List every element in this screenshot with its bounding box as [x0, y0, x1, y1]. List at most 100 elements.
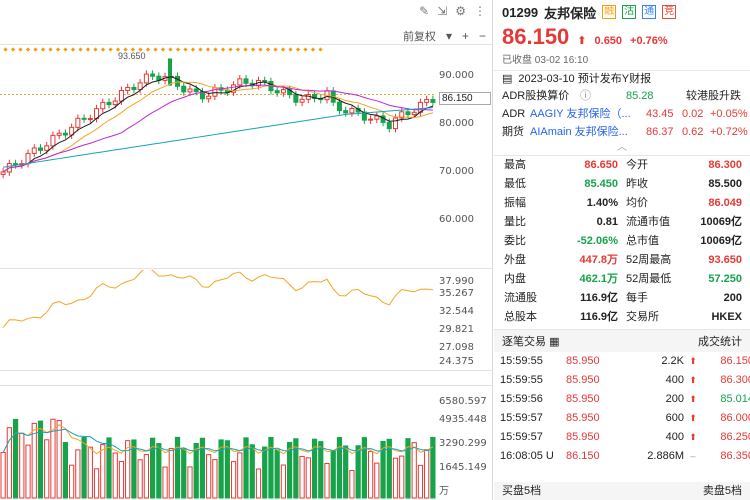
volume-bar [206, 454, 212, 499]
collapse-chevron-icon[interactable]: ︿ [617, 142, 627, 153]
adr-quote-row[interactable]: ADR AAGIY 友邦保险（... 43.45 0.02 +0.05% [494, 105, 750, 123]
order-book-footer: 买盘5档 卖盘5档 [494, 482, 750, 500]
stat-label: 今开 [626, 159, 648, 171]
volume-bar [31, 422, 37, 499]
more-icon[interactable]: ⋮ [474, 4, 486, 18]
zoom-out-icon[interactable]: − [478, 29, 486, 43]
margin-tag[interactable]: 融 [602, 5, 617, 19]
stats-grid: 最高 86.650 今开 86.300 最低 85.450 昨收 85.500 振幅 1.40% 均… [494, 156, 750, 327]
up-arrow-icon: ⬆ [577, 35, 587, 47]
stat-value: 0.81 [596, 216, 618, 228]
futures-last: 86.37 [646, 126, 674, 138]
volume-bar [100, 444, 106, 499]
indicator-axis-label: 32.544 [439, 306, 474, 317]
report-notice[interactable]: ▤ 2023-03-10 预计发布Y财报 [494, 71, 750, 87]
futures-tag: 期货 [502, 126, 524, 138]
candle-body [343, 110, 349, 114]
trade-price: 85.950 [566, 431, 600, 443]
candle-body [112, 100, 118, 106]
candle-body [56, 132, 62, 136]
help-icon[interactable]: ⓘ [580, 90, 591, 102]
volume-bar [274, 449, 280, 499]
volume-bar [361, 437, 367, 499]
kline-chart-area[interactable]: ✎ ⇲ ⚙ ⋮ 前复权 ▾ + − 90.000 80.000 70.000 6… [0, 0, 493, 500]
trade-stats-link[interactable]: 成交统计 [698, 336, 742, 348]
pencil-icon[interactable]: ✎ [419, 4, 430, 18]
volume-bar [318, 441, 324, 499]
stat-value: 10069亿 [700, 216, 742, 228]
volume-unit-label: 万 [439, 486, 449, 497]
settings-icon[interactable]: ⚙ [455, 4, 466, 18]
volume-bar [12, 418, 19, 499]
adr-change-pct: +0.05% [710, 108, 748, 120]
adr-price: 85.28 [626, 90, 654, 102]
volume-bar [355, 445, 361, 499]
zoom-in-icon[interactable]: + [461, 29, 469, 43]
chart-subbar: 前复权 ▾ + − [403, 28, 486, 44]
stat-label: 52周最高 [626, 254, 672, 266]
stat-label: 委比 [504, 235, 526, 247]
stat-label: 总市值 [626, 235, 659, 247]
stat-value: 447.8万 [579, 254, 618, 266]
up-arrow-icon: ⬆ [689, 375, 697, 385]
volume-bar [174, 436, 181, 499]
ask-book-tab[interactable]: 卖盘5档 [702, 485, 742, 497]
trade-ref-price: 86.300 [720, 374, 750, 386]
chevron-down-icon[interactable]: ▾ [445, 29, 452, 43]
last-price: 86.150 [502, 24, 570, 49]
candle-body [374, 115, 380, 120]
trades-title: 逐笔交易 [502, 336, 546, 348]
candle-body [81, 117, 87, 120]
ma20-line [2, 84, 433, 173]
stat-value: 1.40% [586, 197, 618, 209]
volume-bar [131, 439, 137, 499]
trade-time: 15:59:56 [500, 393, 543, 405]
current-price-tag: 86.150 [439, 92, 491, 105]
auction-tag[interactable]: 竞 [662, 5, 677, 19]
volume-bar [255, 468, 262, 499]
bid-book-tab[interactable]: 买盘5档 [502, 485, 542, 497]
up-arrow-icon: ⬆ [689, 356, 697, 366]
volume-bar [156, 443, 162, 499]
up-arrow-icon: ⬆ [689, 432, 697, 442]
candle-body [368, 118, 374, 121]
volume-bar [324, 462, 330, 499]
stat-label: 总股本 [504, 311, 537, 323]
connect-tag[interactable]: 通 [642, 5, 657, 19]
indicator-line [2, 270, 433, 328]
volume-bar [336, 437, 343, 499]
expand-icon[interactable]: ⇲ [437, 4, 448, 18]
trade-row: 15:59:55 85.950 400 ⬆ 86.300 [494, 371, 750, 390]
volume-bar [56, 420, 62, 499]
candle-body [187, 88, 193, 93]
volume-bar [137, 459, 143, 499]
trade-price: 86.150 [566, 450, 600, 462]
trade-ref-price: 86.350 [720, 450, 750, 462]
volume-bar [343, 445, 349, 499]
adjust-dropdown[interactable]: 前复权 [402, 31, 436, 43]
volume-ma5-line [2, 424, 434, 455]
futures-quote-row[interactable]: 期货 AIAmain 友邦保险... 86.37 0.62 +0.72% [494, 123, 750, 141]
short-tag[interactable]: 沽 [622, 5, 637, 19]
volume-bar [330, 450, 336, 499]
volume-bar [199, 437, 206, 499]
stat-value: 85.500 [708, 178, 742, 190]
stat-label: 量比 [504, 216, 526, 228]
volume-bar [417, 464, 424, 499]
indicator-axis-label: 35.267 [439, 288, 474, 299]
candle-body [137, 82, 143, 91]
futures-name[interactable]: AIAmain 友邦保险... [530, 126, 628, 138]
candle-body [361, 111, 367, 121]
volume-bar [106, 437, 112, 499]
volume-bar [349, 470, 355, 499]
candle-body [262, 79, 268, 83]
menu-icon[interactable]: ▦ [549, 336, 560, 348]
stat-label: 流通股 [504, 292, 537, 304]
trade-row: 15:59:57 85.950 600 ⬆ 86.000 [494, 409, 750, 428]
volume-axis-label: 4935.448 [439, 414, 487, 425]
adr-name[interactable]: AAGIY 友邦保险（... [530, 108, 631, 120]
stat-label: 昨收 [626, 178, 648, 190]
volume-bar [37, 420, 44, 499]
volume-bar [230, 461, 237, 499]
candle-body [274, 90, 280, 94]
